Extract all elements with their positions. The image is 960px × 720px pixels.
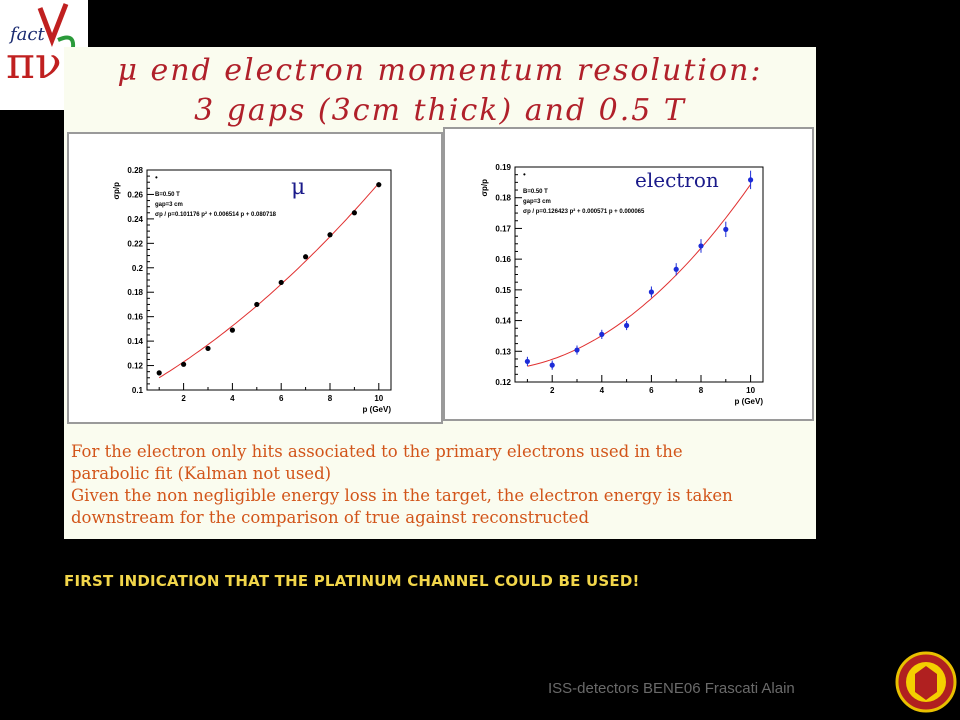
electron-resolution-plot: 0.12 0.13 0.14 0.15 0.16 0.17 0.18 0.19 2 4 6 8 10 p … bbox=[443, 127, 814, 421]
note-line: parabolic fit (Kalman not used) bbox=[71, 464, 332, 483]
fit-curve bbox=[158, 182, 380, 379]
data-point bbox=[303, 254, 309, 260]
plot-frame-axes bbox=[514, 166, 764, 383]
chart-title: electron bbox=[635, 168, 719, 192]
y-tick-label: 0.26 bbox=[127, 190, 143, 199]
stats-line: B=0.50 T bbox=[155, 192, 180, 198]
muon-resolution-plot: 0.1 0.12 0.14 0.16 0.18 0.2 0.22 0.24 0.26 0.28 2 4… bbox=[67, 132, 443, 424]
data-point bbox=[327, 232, 333, 238]
note-line: Given the non negligible energy loss in … bbox=[71, 486, 733, 505]
y-tick-label: 0.19 bbox=[495, 163, 511, 172]
data-point bbox=[376, 182, 382, 188]
chart-title: μ bbox=[291, 175, 305, 200]
x-tick-label: 10 bbox=[374, 394, 383, 403]
data-point bbox=[278, 279, 284, 286]
data-point bbox=[205, 345, 211, 352]
x-tick-label: 8 bbox=[328, 394, 333, 403]
x-tick-label: 4 bbox=[600, 386, 605, 395]
x-axis-label: p (GeV) bbox=[363, 405, 392, 414]
university-seal-icon bbox=[895, 651, 957, 713]
data-point bbox=[229, 327, 235, 333]
data-point bbox=[549, 362, 555, 368]
y-tick-label: 0.13 bbox=[495, 347, 511, 356]
y-axis-label: σp/p bbox=[112, 182, 121, 200]
fit-curve bbox=[527, 184, 752, 367]
y-tick-label: 0.24 bbox=[127, 215, 143, 224]
slide-panel: μ end electron momentum resolution: 3 ga… bbox=[64, 47, 816, 539]
plot-frame-axes bbox=[146, 169, 392, 391]
data-point bbox=[524, 358, 530, 365]
data-point bbox=[156, 370, 162, 376]
data-point bbox=[723, 226, 729, 232]
y-tick-label: 0.18 bbox=[495, 194, 511, 203]
stats-line: σp / p=0.126423 p² + 0.000571 p + 0.0000… bbox=[523, 208, 645, 215]
y-tick-label: 0.14 bbox=[127, 337, 143, 346]
data-point bbox=[698, 243, 704, 249]
notes-block: For the electron only hits associated to… bbox=[71, 441, 811, 529]
y-tick-label: 0.2 bbox=[132, 264, 144, 273]
slide-title-line1: μ end electron momentum resolution: bbox=[117, 53, 763, 88]
y-axis-label: σp/p bbox=[480, 179, 489, 197]
y-tick-label: 0.12 bbox=[127, 362, 143, 371]
stats-line: B=0.50 T bbox=[523, 189, 548, 195]
y-tick-label: 0.14 bbox=[495, 317, 511, 326]
conclusion-message: FIRST INDICATION THAT THE PLATINUM CHANN… bbox=[64, 572, 640, 590]
data-point bbox=[673, 266, 679, 272]
logo-pi-nu-text: πν bbox=[6, 38, 62, 89]
data-point bbox=[648, 289, 654, 295]
x-tick-label: 10 bbox=[746, 386, 755, 395]
data-point bbox=[748, 177, 754, 183]
y-tick-label: 0.15 bbox=[495, 286, 511, 295]
data-point bbox=[599, 331, 605, 337]
x-tick-label: 6 bbox=[649, 386, 654, 395]
logo-fact-text: fact bbox=[8, 24, 45, 45]
footer-text: ISS-detectors BENE06 Frascati Alain bbox=[548, 680, 795, 697]
x-tick-label: 2 bbox=[181, 394, 186, 403]
y-tick-label: 0.17 bbox=[495, 224, 511, 233]
slide-title-line2: 3 gaps (3cm thick) and 0.5 T bbox=[194, 93, 686, 128]
y-tick-label: 0.28 bbox=[127, 166, 143, 175]
y-tick-label: 0.22 bbox=[127, 239, 143, 248]
electron-chart-svg: 0.12 0.13 0.14 0.15 0.16 0.17 0.18 0.19 2 4 6 8 10 p … bbox=[480, 163, 764, 406]
data-point bbox=[574, 347, 580, 353]
x-tick-label: 8 bbox=[699, 386, 704, 395]
x-tick-label: 2 bbox=[550, 386, 555, 395]
note-line: For the electron only hits associated to… bbox=[71, 442, 683, 461]
legend-marker: • bbox=[523, 170, 526, 179]
data-point bbox=[181, 361, 187, 367]
y-tick-label: 0.18 bbox=[127, 288, 143, 297]
y-tick-label: 0.1 bbox=[132, 386, 144, 395]
data-point bbox=[624, 322, 630, 329]
data-point bbox=[351, 210, 357, 216]
muon-chart-svg: 0.1 0.12 0.14 0.16 0.18 0.2 0.22 0.24 0.26 0.28 2 4… bbox=[112, 166, 392, 414]
data-point bbox=[254, 301, 260, 308]
stats-line: gap=3 cm bbox=[523, 199, 551, 205]
legend-marker: • bbox=[155, 173, 158, 182]
note-line: downstream for the comparison of true ag… bbox=[71, 508, 590, 527]
logo-v-mark bbox=[37, 3, 69, 48]
stats-line: gap=3 cm bbox=[155, 202, 183, 208]
y-tick-label: 0.16 bbox=[127, 313, 143, 322]
x-tick-label: 4 bbox=[230, 394, 235, 403]
y-tick-label: 0.16 bbox=[495, 255, 511, 264]
stats-line: σp / p=0.101176 p² + 0.006514 p + 0.0807… bbox=[155, 211, 277, 218]
y-tick-label: 0.12 bbox=[495, 378, 511, 387]
x-axis-label: p (GeV) bbox=[735, 397, 764, 406]
x-tick-label: 6 bbox=[279, 394, 284, 403]
